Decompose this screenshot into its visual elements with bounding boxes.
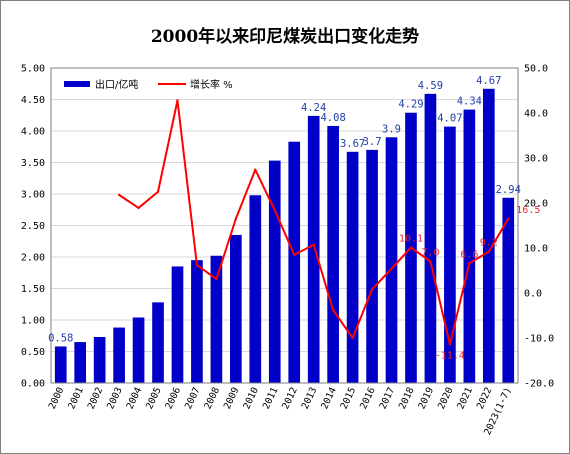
bar [268,160,281,383]
bar [171,266,184,383]
bar [152,302,164,383]
left-axis: 0.00 0.50 1.00 1.50 2.00 2.50 3.00 3.50 4.00 4.50… [21,64,45,390]
right-tick-label: -10.0 [524,334,554,345]
plot-area [50,67,519,384]
right-tick-label: 30.0 [524,154,548,165]
bar [444,126,456,383]
right-tick-label: 0.0 [524,289,542,300]
growth-point [117,193,121,197]
left-tick-label: 3.50 [21,158,45,169]
growth-point [215,277,218,281]
growth-value-label: 10.1 [399,234,423,245]
left-tick-label: 2.50 [21,221,45,232]
bar [385,137,398,383]
bar-value-label: 4.07 [437,113,462,125]
growth-point [351,336,354,340]
left-tick-label: 0.00 [21,379,45,390]
legend-label-exports: 出口/亿吨 [95,78,138,91]
bar [327,125,339,384]
bar [249,195,262,383]
growth-value-label: 16.5 [516,205,540,216]
data-labels: 0.58 4.244.08 3.673.73.9 4.29 4.59 4.07 4.34 4.… [48,75,540,362]
bar [346,151,359,383]
bar-value-label: 4.24 [301,102,326,114]
bar [366,149,378,383]
left-tick-label: 2.00 [21,253,45,264]
bar [191,260,203,383]
growth-point [468,262,471,265]
bar [113,327,125,383]
bar [288,141,301,383]
growth-point [156,190,160,193]
left-tick-label: 0.50 [21,347,45,358]
bar [230,234,242,383]
right-tick-label: 50.0 [524,64,548,75]
bar-value-label: 4.08 [320,112,345,124]
growth-point [293,253,296,256]
left-tick-label: 4.50 [21,95,45,106]
growth-point [448,343,452,346]
bar [424,93,437,383]
bar [93,337,106,383]
right-tick-label: 10.0 [524,244,548,255]
right-tick-label: -20.0 [524,379,554,390]
growth-point [176,99,179,102]
growth-point [273,209,276,212]
bar [132,317,145,383]
bar-value-label: 4.67 [476,75,501,87]
bar [307,115,320,383]
bar [502,197,515,383]
left-tick-label: 5.00 [21,64,45,75]
growth-point [254,168,257,171]
growth-point [487,250,491,253]
legend-swatch-bar [64,81,90,87]
growth-point [234,217,238,220]
left-tick-label: 3.00 [21,190,45,201]
legend: 出口/亿吨 增长率 % [64,78,233,91]
right-axis: -20.0 -10.0 0.0 10.0 20.0 30.0 40.0 50.0 [524,64,554,390]
right-tick-label: 20.0 [524,199,548,210]
line-series [117,99,510,346]
bar-value-label: 3.7 [363,136,382,148]
chart-title: 2000年以来印尼煤炭出口变化走势 [151,26,419,47]
left-tick-label: 4.00 [21,127,45,138]
growth-point [370,288,374,291]
growth-value-label: 7.0 [421,248,439,259]
bar [463,109,476,383]
bar [54,346,67,383]
growth-point [195,263,199,267]
bar-value-label: 4.34 [457,96,482,108]
growth-value-label: 6.6 [460,249,478,260]
growth-point [409,246,413,249]
bar-value-label: 3.67 [340,138,365,150]
growth-point [429,260,432,263]
right-tick-label: 40.0 [524,109,548,120]
bar [482,88,495,383]
left-tick-label: 1.00 [21,316,45,327]
left-tick-label: 1.50 [21,284,45,295]
bar-value-label: 2.94 [496,184,521,196]
bar-value-label: 3.9 [382,123,401,135]
growth-point [137,206,140,210]
bar-value-label: 4.59 [418,80,443,92]
growth-point [312,243,315,247]
bar [74,342,87,383]
growth-point [507,217,510,220]
legend-label-growth: 增长率 % [190,78,233,91]
growth-value-label: 9.2 [480,238,498,249]
growth-point [331,308,335,312]
bar [210,255,223,383]
bar-value-label: 4.29 [398,99,423,111]
growth-value-label: -11.4 [435,350,465,361]
growth-point [390,267,393,270]
bar-value-label: 0.58 [48,332,73,344]
